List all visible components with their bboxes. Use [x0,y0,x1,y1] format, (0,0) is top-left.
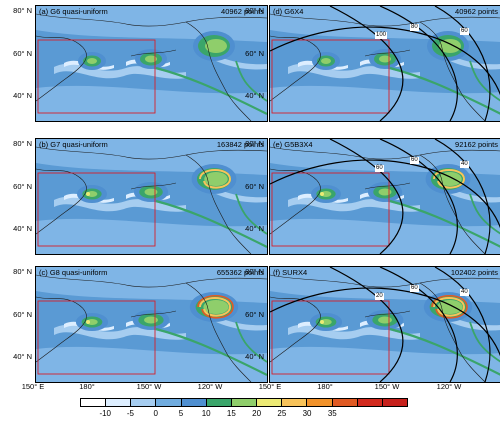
panel-a: (a) G6 quasi-uniform 40962 points [35,5,268,122]
colorbar-label: 20 [252,409,262,418]
contour-label: 60 [410,157,419,164]
contour-label: 80 [410,24,419,31]
colorbar-segment [105,399,131,406]
panel-points: 40962 points [221,7,264,16]
panel-points: 102402 points [450,268,498,277]
colorbar-label: 10 [201,409,211,418]
y-label-80-d: 80° N [245,6,264,15]
colorbar-segment [230,399,257,406]
colorbar-segment [256,399,282,406]
panel-b: (b) G7 quasi-uniform 163842 points [35,138,268,255]
panel-title: (b) G7 quasi-uniform [39,140,108,149]
y-label-80-f: 80° N [245,267,264,276]
panel-points: 163842 points [216,140,264,149]
y-label-80-a: 80° N [13,6,32,15]
colorbar-label: -5 [126,409,135,418]
colorbar-segment [180,399,206,406]
contour-label: 40 [460,289,469,296]
contour-label: 100 [375,32,388,39]
y-label-60-e: 60° N [245,182,264,191]
colorbar-label: -10 [99,409,111,418]
x-label-150e-right: 150° E [258,382,282,391]
contour-label: 20 [375,293,384,300]
panel-title: (f) SURX4 [273,268,308,277]
panel-title: (e) G5B3X4 [273,140,313,149]
colorbar [80,398,408,407]
colorbar-label: 0 [153,409,158,418]
colorbar-segment [331,399,357,406]
colorbar-label: 15 [226,409,236,418]
x-label-150w-right: 150° W [374,382,400,391]
contour-label: 60 [460,28,469,35]
panel-title: (a) G6 quasi-uniform [39,7,108,16]
colorbar-segment [356,399,382,406]
panel-title: (c) G8 quasi-uniform [39,268,108,277]
colorbar-label: 25 [277,409,287,418]
panel-d: (d) G6X4 40962 points 100 80 60 [269,5,500,122]
y-label-40-c: 40° N [13,352,32,361]
panel-points: 40962 points [455,7,498,16]
x-label-180-right: 180° [317,382,333,391]
x-label-180-left: 180° [79,382,95,391]
colorbar-segment [381,399,408,406]
y-label-60-b: 60° N [13,182,32,191]
y-label-80-b: 80° N [13,139,32,148]
x-label-120w-right: 120° W [436,382,462,391]
panel-f: (f) SURX4 102402 points 20 60 40 [269,266,500,383]
y-label-40-d: 40° N [245,91,264,100]
colorbar-label: 35 [327,409,337,418]
panel-points: 92162 points [455,140,498,149]
x-label-150e-left: 150° E [21,382,45,391]
y-label-60-c: 60° N [13,310,32,319]
colorbar-label: 30 [302,409,312,418]
colorbar-segment [281,399,307,406]
panel-title: (d) G6X4 [273,7,304,16]
y-label-40-b: 40° N [13,224,32,233]
y-label-60-d: 60° N [245,49,264,58]
y-label-40-f: 40° N [245,352,264,361]
panel-points: 655362 points [216,268,264,277]
y-label-40-a: 40° N [13,91,32,100]
colorbar-segment [155,399,181,406]
y-label-60-a: 60° N [13,49,32,58]
y-label-80-e: 80° N [245,139,264,148]
y-label-80-c: 80° N [13,267,32,276]
y-label-60-f: 60° N [245,310,264,319]
colorbar-segment [306,399,332,406]
colorbar-segment [130,399,156,406]
colorbar-segment [205,399,231,406]
contour-label: 40 [460,161,469,168]
panel-c: (c) G8 quasi-uniform 655362 points [35,266,268,383]
contour-label: 60 [375,165,384,172]
contour-label: 60 [410,285,419,292]
panel-e: (e) G5B3X4 92162 points 60 60 40 [269,138,500,255]
y-label-40-e: 40° N [245,224,264,233]
x-label-150w-left: 150° W [136,382,162,391]
x-label-120w-left: 120° W [197,382,223,391]
colorbar-segment [81,399,106,406]
colorbar-label: 5 [178,409,184,418]
